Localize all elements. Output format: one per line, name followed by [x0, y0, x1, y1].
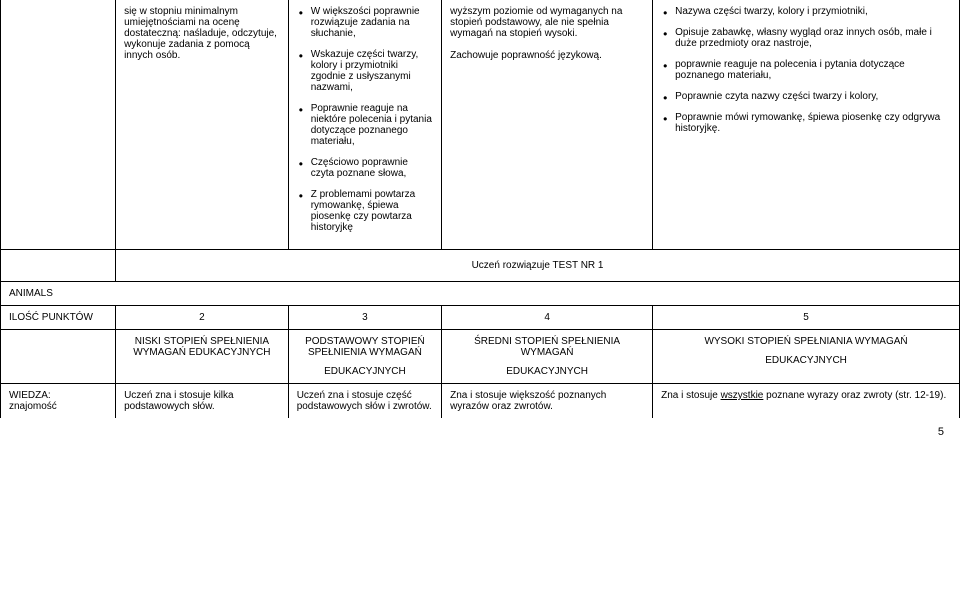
list-item: Nazywa części twarzy, kolory i przymiotn… — [661, 6, 951, 17]
wiedza-label: WIEDZA: znajomość — [1, 384, 116, 419]
level-empty — [1, 330, 116, 384]
points-label: ILOŚĆ PUNKTÓW — [1, 306, 116, 330]
wiedza-label-l2: znajomość — [9, 401, 107, 412]
wiedza-c4-underline: wszystkie — [721, 390, 764, 401]
level-header-row: NISKI STOPIEŃ SPEŁNIENIA WYMAGAŃ EDUKACY… — [1, 330, 960, 384]
level-low: NISKI STOPIEŃ SPEŁNIENIA WYMAGAŃ EDUKACY… — [116, 330, 289, 384]
wiedza-c4: Zna i stosuje wszystkie poznane wyrazy o… — [653, 384, 960, 419]
points-3: 3 — [288, 306, 441, 330]
level-basic: PODSTAWOWY STOPIEŃ SPEŁNIENIA WYMAGAŃ ED… — [288, 330, 441, 384]
list-item: Częściowo poprawnie czyta poznane słowa, — [297, 157, 433, 179]
test-label-empty — [1, 250, 116, 282]
upper-col3: wyższym poziomie od wymaganych na stopie… — [442, 0, 653, 250]
points-2: 2 — [116, 306, 289, 330]
level-high-l1: WYSOKI STOPIEŃ SPEŁNIANIA WYMAGAŃ — [661, 336, 951, 347]
section-title-cell: ANIMALS — [1, 282, 960, 306]
level-low-l1: NISKI STOPIEŃ SPEŁNIENIA — [124, 336, 280, 347]
level-mid-l2: WYMAGAŃ — [450, 347, 644, 358]
upper-col-empty — [1, 0, 116, 250]
list-item: Poprawnie reaguje na niektóre polecenia … — [297, 103, 433, 147]
wiedza-c4-post: poznane wyrazy oraz zwroty (str. 12-19). — [763, 390, 946, 401]
wiedza-c3: Zna i stosuje większość poznanych wyrazó… — [442, 384, 653, 419]
level-mid-l1: ŚREDNI STOPIEŃ SPEŁNIENIA — [450, 336, 644, 347]
test-label: Uczeń rozwiązuje TEST NR 1 — [472, 260, 604, 271]
upper-rubric-table: się w stopniu minimalnym umiejętnościami… — [0, 0, 960, 282]
level-high-l3: EDUKACYJNYCH — [661, 355, 951, 366]
upper-col3-p2: Zachowuje poprawność językową. — [450, 50, 644, 61]
level-mid-l3: EDUKACYJNYCH — [450, 366, 644, 377]
test-row: Uczeń rozwiązuje TEST NR 1 — [1, 250, 960, 282]
list-item: Opisuje zabawkę, własny wygląd oraz inny… — [661, 27, 951, 49]
list-item: Z problemami powtarza rymowankę, śpiewa … — [297, 189, 433, 233]
wiedza-c2: Uczeń zna i stosuje część podstawowych s… — [288, 384, 441, 419]
level-basic-l2: SPEŁNIENIA WYMAGAŃ — [297, 347, 433, 358]
list-item: Poprawnie mówi rymowankę, śpiewa piosenk… — [661, 112, 951, 134]
list-item: Poprawnie czyta nazwy części twarzy i ko… — [661, 91, 951, 102]
level-mid: ŚREDNI STOPIEŃ SPEŁNIENIA WYMAGAŃ EDUKAC… — [442, 330, 653, 384]
upper-col1-text: się w stopniu minimalnym umiejętnościami… — [124, 6, 277, 61]
section-title: ANIMALS — [9, 288, 53, 299]
section-header-row: ANIMALS — [1, 282, 960, 306]
upper-col4: Nazywa części twarzy, kolory i przymiotn… — [653, 0, 960, 250]
level-low-l2: WYMAGAŃ EDUKACYJNYCH — [124, 347, 280, 358]
points-5: 5 — [653, 306, 960, 330]
upper-col2-list: W większości poprawnie rozwiązuje zadani… — [297, 6, 433, 233]
list-item: poprawnie reaguje na polecenia i pytania… — [661, 59, 951, 81]
list-item: Wskazuje części twarzy, kolory i przymio… — [297, 49, 433, 93]
wiedza-c1: Uczeń zna i stosuje kilka podstawowych s… — [116, 384, 289, 419]
page-number: 5 — [0, 418, 960, 442]
wiedza-c4-pre: Zna i stosuje — [661, 390, 720, 401]
upper-col1: się w stopniu minimalnym umiejętnościami… — [116, 0, 289, 250]
upper-col3-p1: wyższym poziomie od wymaganych na stopie… — [450, 6, 644, 39]
wiedza-label-l1: WIEDZA: — [9, 390, 107, 401]
wiedza-row: WIEDZA: znajomość Uczeń zna i stosuje ki… — [1, 384, 960, 419]
level-high: WYSOKI STOPIEŃ SPEŁNIANIA WYMAGAŃ EDUKAC… — [653, 330, 960, 384]
level-basic-l3: EDUKACYJNYCH — [297, 366, 433, 377]
list-item: W większości poprawnie rozwiązuje zadani… — [297, 6, 433, 39]
points-4: 4 — [442, 306, 653, 330]
level-basic-l1: PODSTAWOWY STOPIEŃ — [297, 336, 433, 347]
test-label-cell: Uczeń rozwiązuje TEST NR 1 — [116, 250, 960, 282]
lower-rubric-table: ANIMALS ILOŚĆ PUNKTÓW 2 3 4 5 NISKI STOP… — [0, 281, 960, 418]
upper-col2: W większości poprawnie rozwiązuje zadani… — [288, 0, 441, 250]
points-row: ILOŚĆ PUNKTÓW 2 3 4 5 — [1, 306, 960, 330]
upper-col4-list: Nazywa części twarzy, kolory i przymiotn… — [661, 6, 951, 134]
